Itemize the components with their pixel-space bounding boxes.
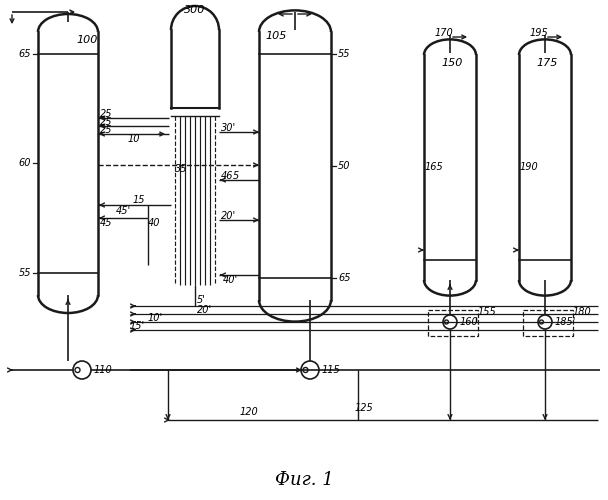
Text: 15: 15 bbox=[133, 195, 145, 205]
Text: 25: 25 bbox=[100, 117, 112, 127]
Text: 25: 25 bbox=[100, 109, 112, 119]
Text: 45: 45 bbox=[100, 218, 112, 228]
Text: 10: 10 bbox=[128, 134, 140, 144]
Text: 105: 105 bbox=[265, 31, 286, 41]
Text: 5: 5 bbox=[233, 171, 240, 181]
Text: 110: 110 bbox=[94, 365, 112, 375]
Text: 180: 180 bbox=[573, 307, 592, 317]
Text: 65: 65 bbox=[18, 49, 31, 59]
Text: 20': 20' bbox=[197, 305, 212, 315]
Text: 55: 55 bbox=[338, 49, 350, 59]
Text: 190: 190 bbox=[520, 162, 539, 172]
Text: 65: 65 bbox=[338, 273, 350, 283]
Text: 5': 5' bbox=[197, 295, 206, 305]
Text: 40': 40' bbox=[223, 275, 238, 285]
Text: 25: 25 bbox=[100, 125, 112, 135]
Text: Фиг. 1: Фиг. 1 bbox=[275, 471, 333, 489]
Text: 165: 165 bbox=[425, 162, 444, 172]
Bar bbox=[523, 310, 573, 336]
Text: 300: 300 bbox=[184, 5, 206, 15]
Text: 185': 185' bbox=[555, 317, 576, 327]
Text: 170: 170 bbox=[435, 28, 454, 38]
Text: 150: 150 bbox=[441, 58, 463, 68]
Text: 55: 55 bbox=[18, 268, 31, 278]
Text: 30': 30' bbox=[221, 123, 236, 133]
Text: 40: 40 bbox=[148, 218, 161, 228]
Text: 15': 15' bbox=[130, 321, 145, 331]
Text: 60: 60 bbox=[18, 158, 31, 168]
Text: 155: 155 bbox=[478, 307, 497, 317]
Text: 125: 125 bbox=[355, 403, 374, 413]
Text: 160: 160 bbox=[460, 317, 478, 327]
Text: 175: 175 bbox=[536, 58, 558, 68]
Text: 120: 120 bbox=[240, 407, 259, 417]
Text: 20': 20' bbox=[221, 211, 236, 221]
Text: 195: 195 bbox=[530, 28, 549, 38]
Text: 46: 46 bbox=[221, 171, 233, 181]
Text: 35: 35 bbox=[175, 164, 187, 174]
Text: 10': 10' bbox=[148, 313, 163, 323]
Text: 50: 50 bbox=[338, 161, 350, 171]
Text: 115: 115 bbox=[322, 365, 340, 375]
Text: 100: 100 bbox=[76, 35, 97, 45]
Bar bbox=[428, 310, 478, 336]
Text: 45': 45' bbox=[116, 206, 131, 216]
